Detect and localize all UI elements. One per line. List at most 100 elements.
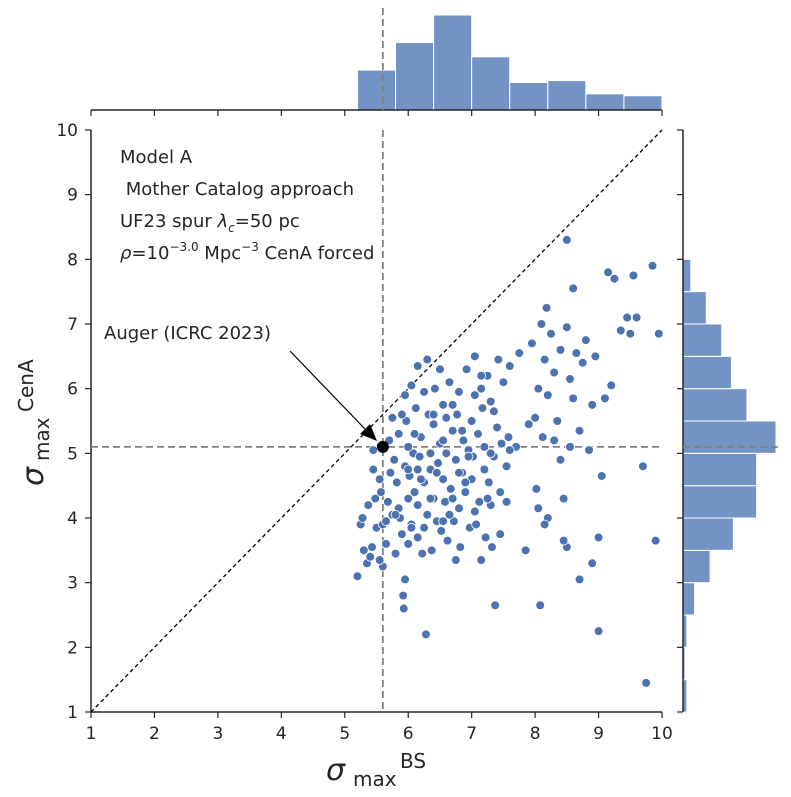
scatter-point [625, 328, 636, 339]
scatter-point [441, 412, 452, 423]
scatter-point [397, 409, 407, 420]
scatter-point [531, 484, 542, 494]
scatter-point [390, 548, 401, 559]
annotation-line-4-base: =10 [131, 243, 169, 264]
scatter-point [419, 522, 429, 533]
scatter-point [455, 542, 466, 552]
annotation-rho: ρ [120, 243, 132, 264]
scatter-point [470, 506, 480, 517]
right-hist-bar [682, 291, 707, 325]
scatter-point [365, 551, 375, 562]
scatter-point [558, 535, 569, 546]
scatter-point [411, 403, 421, 413]
annotation-line-1: Model A [120, 147, 193, 168]
scatter-point [444, 377, 455, 388]
scatter-point [558, 493, 569, 504]
scatter-point [397, 529, 407, 539]
scatter-point [454, 387, 464, 397]
top-hist-bar [433, 14, 473, 111]
scatter-point [451, 454, 461, 465]
scatter-point [480, 532, 491, 543]
right-hist-bar [682, 323, 723, 357]
scatter-point [485, 396, 496, 407]
right-hist-bar [682, 388, 748, 422]
scatter-point [549, 367, 559, 378]
scatter-point [428, 419, 439, 430]
scatter-point [359, 545, 369, 556]
scatter-points [352, 235, 664, 688]
right-hist-bar [682, 420, 777, 454]
scatter-point [571, 348, 582, 358]
scatter-point [414, 451, 425, 462]
scatter-point [406, 380, 417, 391]
scatter-point [435, 364, 445, 375]
axis-ticks: 1 2 3 4 5 6 7 8 9 10 1 2 3 4 5 6 7 8 9 10 [56, 121, 672, 744]
scatter-point [390, 509, 401, 520]
scatter-point [374, 474, 385, 485]
y-tick-label: 3 [67, 574, 78, 594]
scatter-point [422, 509, 433, 520]
scatter-point [493, 354, 504, 365]
top-hist-bar [509, 81, 549, 111]
scatter-point [628, 270, 639, 281]
x-tick-label: 7 [466, 724, 477, 744]
auger-annotation: Auger (ICRC 2023) [104, 323, 389, 453]
scatter-point [490, 600, 500, 611]
x-tick-label: 1 [86, 724, 97, 744]
scatter-point [584, 445, 594, 455]
scatter-point [403, 442, 414, 452]
scatter-point [447, 493, 458, 504]
x-axis-label-sub: max [353, 767, 397, 791]
x-axis-label: σ max BS [326, 749, 426, 791]
y-tick-label: 8 [67, 250, 78, 270]
scatter-point [603, 267, 613, 278]
scatter-point [539, 354, 550, 365]
annotation-line-4: ρ=10−3.0 Mpc−3 CenA forced [120, 240, 374, 264]
y-axis-label-symbol: σ [16, 466, 51, 486]
scatter-point [412, 500, 423, 510]
top-hist-bar [585, 93, 625, 111]
scatter-point [433, 458, 443, 468]
x-tick-label: 8 [530, 724, 541, 744]
scatter-point [501, 461, 512, 472]
auger-arrow-line [289, 350, 366, 430]
scatter-point [495, 487, 506, 497]
y-axis-label: σ max CenA [14, 359, 54, 486]
top-hist-bar [623, 95, 663, 111]
scatter-point [381, 539, 391, 549]
scatter-point [600, 393, 610, 404]
scatter-point [419, 387, 429, 397]
annotation-line-4-suffix: CenA forced [259, 243, 375, 264]
scatter-point [442, 535, 453, 546]
top-hist-bar [356, 69, 397, 111]
scatter-point [471, 519, 481, 530]
scatter-point [452, 409, 462, 420]
scatter-point [609, 273, 620, 284]
x-tick-label: 6 [403, 724, 414, 744]
x-tick-label: 9 [593, 724, 604, 744]
scatter-point [374, 555, 385, 565]
scatter-point [458, 435, 469, 446]
scatter-point [562, 235, 572, 245]
x-tick-label: 5 [339, 724, 350, 744]
x-axis-label-symbol: σ [326, 753, 346, 788]
scatter-point [409, 429, 420, 439]
scatter-point [615, 325, 626, 336]
right-hist-bar [682, 258, 692, 293]
scatter-point [387, 412, 398, 423]
y-tick-label: 10 [56, 121, 78, 141]
scatter-point [477, 403, 488, 413]
scatter-point [542, 390, 553, 400]
scatter-point [535, 600, 545, 611]
scatter-point [457, 425, 467, 436]
y-axis-label-sup: CenA [14, 359, 38, 412]
y-tick-label: 1 [67, 703, 78, 723]
scatter-point [495, 529, 506, 539]
scatter-point [398, 603, 409, 614]
scatter-point [593, 626, 604, 636]
scatter-point [606, 380, 617, 391]
annotation-line-3: UF23 spur λc=50 pc [120, 211, 300, 235]
scatter-point [412, 361, 423, 371]
scatter-point [473, 429, 483, 439]
